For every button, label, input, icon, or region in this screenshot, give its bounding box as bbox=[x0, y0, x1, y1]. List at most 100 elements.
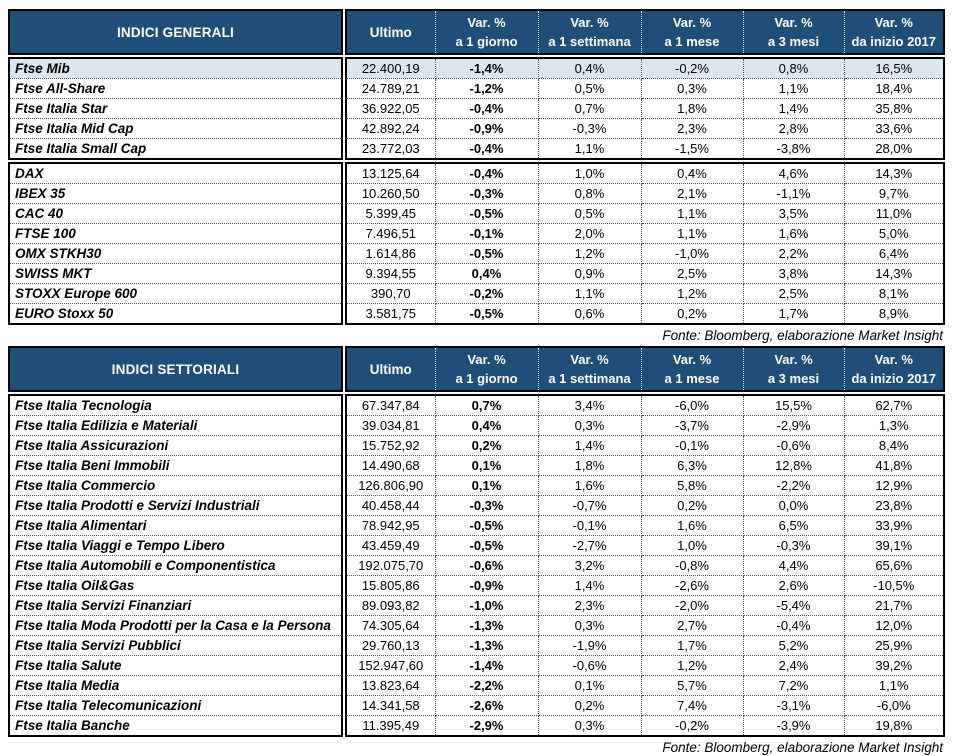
var-cell: -1,0% bbox=[641, 243, 744, 264]
col-header-var-1-mese: Var. % a 1 mese bbox=[641, 346, 744, 392]
ultimo-cell: 390,70 bbox=[345, 283, 436, 304]
var-cell: 0,3% bbox=[538, 415, 642, 436]
general-indices-international-section: DAX 13.125,64 -0,4% 1,0% 0,4% 4,6% 14,3% IBEX 3… bbox=[8, 162, 945, 325]
col-header-var-1-giorno: Var. % a 1 giorno bbox=[435, 346, 539, 392]
var-cell: 0,4% bbox=[435, 415, 539, 436]
table-row: Ftse Italia Oil&Gas 15.805,86 -0,9% 1,4% -2,… bbox=[8, 575, 945, 596]
var-cell: 8,1% bbox=[844, 283, 945, 304]
col-header-line: a 1 settimana bbox=[548, 371, 631, 386]
col-header-line: Var. % bbox=[874, 352, 913, 367]
ultimo-cell: 39.034,81 bbox=[345, 415, 436, 436]
var-cell: 3,4% bbox=[538, 394, 642, 416]
table-row: Ftse Italia Media 13.823,64 -2,2% 0,1% 5,7% 7… bbox=[8, 675, 945, 696]
col-header-line: a 1 mese bbox=[664, 371, 720, 386]
var-cell: 5,2% bbox=[743, 635, 845, 656]
var-cell: 1,6% bbox=[538, 475, 642, 496]
var-cell: 4,6% bbox=[743, 162, 845, 184]
source-note: Fonte: Bloomberg, elaborazione Market In… bbox=[662, 740, 943, 755]
var-cell: 1,0% bbox=[641, 535, 744, 556]
var-cell: 0,3% bbox=[538, 715, 642, 737]
var-cell: 2,1% bbox=[641, 183, 744, 204]
var-cell: 1,2% bbox=[641, 283, 744, 304]
col-header-line: Var. % bbox=[774, 15, 813, 30]
index-name-cell: Ftse Italia Prodotti e Servizi Industria… bbox=[8, 495, 343, 516]
col-header-var-3-mesi: Var. % a 3 mesi bbox=[743, 346, 845, 392]
index-name-cell: EURO Stoxx 50 bbox=[8, 303, 343, 325]
table-row: FTSE 100 7.496,51 -0,1% 2,0% 1,1% 1,6% 5,0% bbox=[8, 223, 945, 244]
ultimo-cell: 192.075,70 bbox=[345, 555, 436, 576]
col-header-var-1-settimana: Var. % a 1 settimana bbox=[538, 9, 642, 55]
var-cell: 1,8% bbox=[641, 98, 744, 119]
ultimo-cell: 78.942,95 bbox=[345, 515, 436, 536]
var-cell: -0,4% bbox=[435, 162, 539, 184]
index-name-cell: Ftse Italia Star bbox=[8, 98, 343, 119]
var-cell: 0,1% bbox=[538, 675, 642, 696]
var-cell: -0,3% bbox=[538, 118, 642, 139]
var-cell: -2,6% bbox=[641, 575, 744, 596]
ultimo-cell: 9.394,55 bbox=[345, 263, 436, 284]
table-row: STOXX Europe 600 390,70 -0,2% 1,1% 1,2% 2,5% 8… bbox=[8, 283, 945, 304]
var-cell: 0,5% bbox=[538, 203, 642, 224]
var-cell: 35,8% bbox=[844, 98, 945, 119]
var-cell: -3,7% bbox=[641, 415, 744, 436]
var-cell: 12,9% bbox=[844, 475, 945, 496]
var-cell: -10,5% bbox=[844, 575, 945, 596]
var-cell: 0,7% bbox=[538, 98, 642, 119]
sector-indices-section: Ftse Italia Tecnologia 67.347,84 0,7% 3,4% -… bbox=[8, 394, 945, 737]
col-header-line: a 1 mese bbox=[664, 34, 720, 49]
var-cell: 12,0% bbox=[844, 615, 945, 636]
col-header-var-1-mese: Var. % a 1 mese bbox=[641, 9, 744, 55]
table-row: CAC 40 5.399,45 -0,5% 0,5% 1,1% 3,5% 11,0% bbox=[8, 203, 945, 224]
table-row: Ftse Italia Star 36.922,05 -0,4% 0,7% 1,8% 1,… bbox=[8, 98, 945, 119]
var-cell: 33,6% bbox=[844, 118, 945, 139]
col-header-line: Var. % bbox=[467, 352, 506, 367]
var-cell: 2,6% bbox=[743, 575, 845, 596]
var-cell: 11,0% bbox=[844, 203, 945, 224]
index-name-cell: Ftse Italia Salute bbox=[8, 655, 343, 676]
var-cell: 0,4% bbox=[641, 162, 744, 184]
general-indices-italy-section: Ftse Mib 22.400,19 -1,4% 0,4% -0,2% 0,8% 16,5%… bbox=[8, 57, 945, 160]
var-cell: -0,6% bbox=[743, 435, 845, 456]
col-header-var-inizio-2017: Var. % da inizio 2017 bbox=[844, 346, 945, 392]
var-cell: 7,2% bbox=[743, 675, 845, 696]
table-row: Ftse Italia Automobili e Componentistica… bbox=[8, 555, 945, 576]
var-cell: 1,3% bbox=[844, 415, 945, 436]
var-cell: 2,3% bbox=[538, 595, 642, 616]
var-cell: -2,6% bbox=[435, 695, 539, 716]
var-cell: -3,1% bbox=[743, 695, 845, 716]
ultimo-cell: 36.922,05 bbox=[345, 98, 436, 119]
var-cell: 2,7% bbox=[641, 615, 744, 636]
index-name-cell: Ftse Italia Servizi Finanziari bbox=[8, 595, 343, 616]
table-row: Ftse Italia Banche 11.395,49 -2,9% 0,3% -0,2… bbox=[8, 715, 945, 737]
col-header-line: Var. % bbox=[570, 352, 609, 367]
var-cell: 5,8% bbox=[641, 475, 744, 496]
var-cell: 0,6% bbox=[538, 303, 642, 325]
var-cell: 1,2% bbox=[538, 243, 642, 264]
var-cell: -0,4% bbox=[435, 138, 539, 160]
var-cell: 16,5% bbox=[844, 57, 945, 79]
index-name-cell: DAX bbox=[8, 162, 343, 184]
ultimo-cell: 13.823,64 bbox=[345, 675, 436, 696]
ultimo-cell: 89.093,82 bbox=[345, 595, 436, 616]
ultimo-cell: 15.752,92 bbox=[345, 435, 436, 456]
col-header-line: a 3 mesi bbox=[767, 371, 820, 386]
col-header-var-3-mesi: Var. % a 3 mesi bbox=[743, 9, 845, 55]
index-name-cell: Ftse Italia Assicurazioni bbox=[8, 435, 343, 456]
ultimo-cell: 74.305,64 bbox=[345, 615, 436, 636]
var-cell: 5,0% bbox=[844, 223, 945, 244]
table-row: EURO Stoxx 50 3.581,75 -0,5% 0,6% 0,2% 1,7% 8,… bbox=[8, 303, 945, 325]
var-cell: -6,0% bbox=[641, 394, 744, 416]
var-cell: 0,2% bbox=[641, 303, 744, 325]
index-name-cell: Ftse Italia Beni Immobili bbox=[8, 455, 343, 476]
ultimo-cell: 43.459,49 bbox=[345, 535, 436, 556]
var-cell: 6,3% bbox=[641, 455, 744, 476]
var-cell: 18,4% bbox=[844, 78, 945, 99]
var-cell: -1,0% bbox=[435, 595, 539, 616]
var-cell: 1,4% bbox=[538, 435, 642, 456]
var-cell: -0,5% bbox=[435, 303, 539, 325]
col-header-line: a 1 giorno bbox=[455, 34, 518, 49]
var-cell: -2,2% bbox=[743, 475, 845, 496]
table-row: Ftse All-Share 24.789,21 -1,2% 0,5% 0,3% 1,1%… bbox=[8, 78, 945, 99]
index-name-cell: SWISS MKT bbox=[8, 263, 343, 284]
